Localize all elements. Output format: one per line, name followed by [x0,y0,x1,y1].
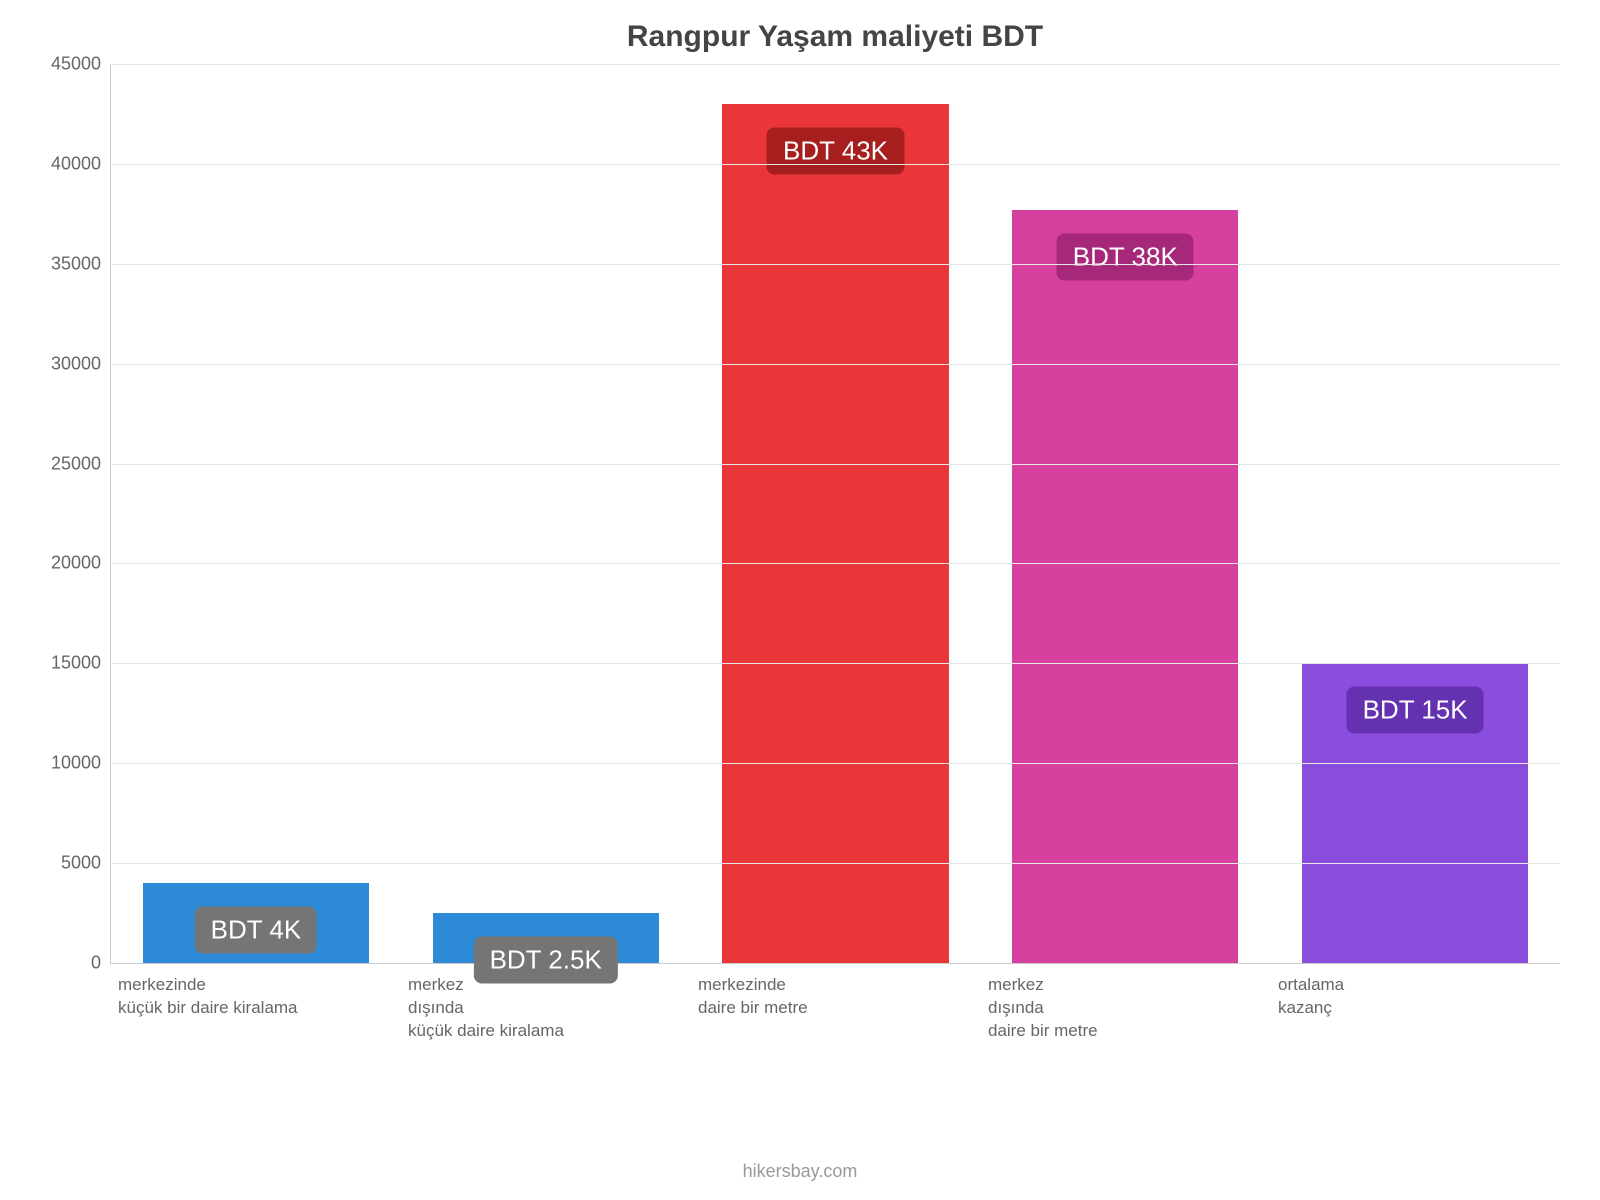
gridline [111,264,1560,265]
y-tick-label: 45000 [41,54,101,75]
gridline [111,763,1560,764]
bar-slot: BDT 43K [691,64,981,963]
gridline [111,164,1560,165]
bar: BDT 43K [722,104,948,963]
bar: BDT 15K [1302,663,1528,963]
gridline [111,464,1560,465]
cost-of-living-chart: Rangpur Yaşam maliyeti BDT BDT 4K BDT 2.5… [0,0,1600,1200]
chart-title: Rangpur Yaşam maliyeti BDT [110,20,1560,54]
x-axis: merkezindeküçük bir daire kiralamamerkez… [110,974,1560,1043]
y-tick-label: 15000 [41,653,101,674]
gridline [111,563,1560,564]
bar-value-badge: BDT 15K [1347,687,1484,734]
y-tick-label: 35000 [41,253,101,274]
gridline [111,364,1560,365]
bar-value-badge: BDT 43K [767,127,904,174]
attribution-text: hikersbay.com [0,1161,1600,1182]
plot-area: BDT 4KBDT 2.5KBDT 43KBDT 38KBDT 15K 0500… [110,64,1560,964]
x-category-label: merkezindeküçük bir daire kiralama [110,974,400,1043]
y-tick-label: 20000 [41,553,101,574]
y-tick-label: 5000 [41,853,101,874]
bar-value-badge: BDT 38K [1057,233,1194,280]
x-category-label: merkezdışındaküçük daire kiralama [400,974,690,1043]
bar-slot: BDT 4K [111,64,401,963]
y-tick-label: 40000 [41,153,101,174]
y-tick-label: 10000 [41,753,101,774]
x-category-label: ortalamakazanç [1270,974,1560,1043]
gridline [111,64,1560,65]
bar: BDT 2.5K [433,913,659,963]
bar-slot: BDT 38K [980,64,1270,963]
y-tick-label: 0 [41,953,101,974]
bars-container: BDT 4K BDT 2.5K BDT 43K BDT 38K BDT 15K [111,64,1560,963]
x-category-label: merkezindedaire bir metre [690,974,980,1043]
bar: BDT 4K [143,883,369,963]
bar-slot: BDT 2.5K [401,64,691,963]
x-category-label: merkezdışındadaire bir metre [980,974,1270,1043]
gridline [111,863,1560,864]
bar-value-badge: BDT 2.5K [474,937,618,984]
bar: BDT 38K [1012,210,1238,963]
y-tick-label: 25000 [41,453,101,474]
bar-slot: BDT 15K [1270,64,1560,963]
bar-value-badge: BDT 4K [195,907,318,954]
gridline [111,663,1560,664]
y-tick-label: 30000 [41,353,101,374]
